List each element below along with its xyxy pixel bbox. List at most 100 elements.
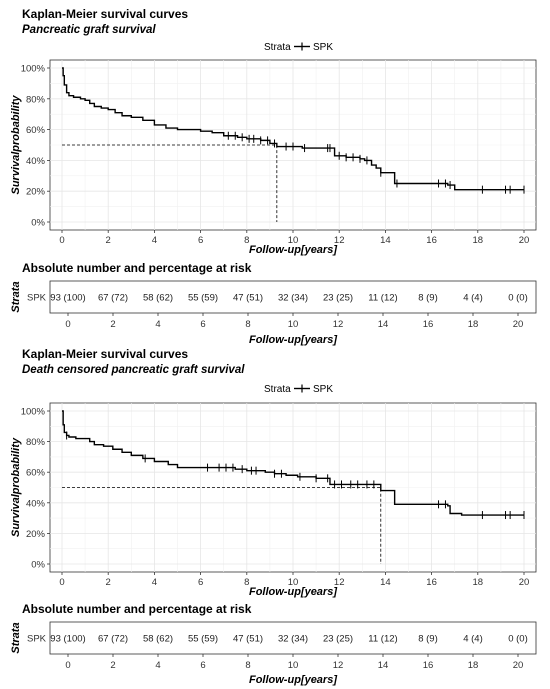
risk-cell: 32 (34) [278, 634, 308, 645]
risk-x-tick-label: 2 [110, 660, 115, 671]
risk-table: Absolute number and percentage at risk SP… [10, 261, 537, 346]
x-axis-label: Follow-up[years] [249, 244, 337, 256]
y-tick-label: 40% [26, 156, 46, 167]
x-tick-label: 14 [380, 235, 391, 246]
y-tick-label: 60% [26, 468, 46, 479]
km-panel-2: Kaplan-Meier survival curves Death censor… [10, 347, 537, 686]
x-tick-label: 20 [519, 577, 530, 588]
x-tick-label: 6 [198, 235, 203, 246]
risk-cell: 8 (9) [418, 293, 438, 304]
legend-entry-spk: SPK [313, 42, 333, 53]
x-axis-label: Follow-up[years] [249, 586, 337, 598]
risk-row-label: SPK [27, 634, 47, 645]
risk-x-tick-label: 0 [65, 660, 70, 671]
x-tick-label: 0 [59, 577, 64, 588]
legend: Strata SPK [264, 42, 333, 53]
survival-curve-spk [62, 67, 524, 191]
risk-cell: 55 (59) [188, 634, 218, 645]
y-tick-label: 40% [26, 498, 46, 509]
risk-x-tick-label: 20 [513, 660, 524, 671]
median-reference-line [62, 144, 278, 222]
risk-x-tick-label: 8 [245, 660, 250, 671]
y-tick-label: 0% [31, 560, 45, 571]
x-tick-label: 18 [473, 235, 484, 246]
legend-entry-spk: SPK [313, 384, 333, 395]
y-tick-label: 80% [26, 437, 46, 448]
risk-cell: 23 (25) [323, 634, 353, 645]
risk-x-tick-label: 20 [513, 319, 524, 330]
chart-title: Kaplan-Meier survival curves [22, 347, 188, 361]
risk-cell: 0 (0) [508, 634, 528, 645]
risk-cell: 58 (62) [143, 293, 173, 304]
risk-cell: 47 (51) [233, 293, 263, 304]
risk-cell: 0 (0) [508, 293, 528, 304]
x-tick-label: 12 [334, 577, 345, 588]
risk-x-tick-label: 18 [468, 660, 479, 671]
risk-x-tick-label: 12 [333, 319, 344, 330]
y-tick-label: 20% [26, 529, 46, 540]
risk-cell: 11 (12) [368, 293, 397, 304]
x-tick-label: 16 [426, 235, 437, 246]
risk-cell: 93 (100) [50, 293, 85, 304]
risk-x-tick-label: 12 [333, 660, 344, 671]
risk-cell: 67 (72) [98, 293, 128, 304]
legend: Strata SPK [264, 384, 333, 395]
x-tick-label: 4 [152, 235, 157, 246]
risk-cell: 93 (100) [50, 634, 85, 645]
survival-curve-spk [62, 410, 524, 516]
risk-cell: 47 (51) [233, 634, 263, 645]
chart-title: Kaplan-Meier survival curves [22, 7, 188, 21]
y-tick-label: 0% [31, 218, 45, 229]
risk-x-tick-label: 10 [288, 319, 299, 330]
x-tick-label: 18 [473, 577, 484, 588]
y-tick-label: 60% [26, 125, 46, 136]
risk-cell: 32 (34) [278, 293, 308, 304]
y-tick-label: 100% [21, 407, 46, 418]
y-axis-label: Survivalprobability [10, 437, 22, 537]
risk-y-axis-label: Strata [10, 281, 22, 312]
risk-x-tick-label: 4 [155, 660, 160, 671]
risk-x-tick-label: 16 [423, 319, 434, 330]
risk-x-tick-label: 14 [378, 319, 389, 330]
risk-x-axis-label: Follow-up[years] [249, 674, 337, 686]
risk-x-tick-label: 6 [200, 660, 205, 671]
legend-title: Strata [264, 384, 291, 395]
risk-table-title: Absolute number and percentage at risk [22, 602, 252, 616]
x-tick-label: 14 [380, 577, 391, 588]
x-tick-label: 0 [59, 235, 64, 246]
y-axis-label: Survivalprobability [10, 95, 22, 195]
risk-x-tick-label: 2 [110, 319, 115, 330]
x-tick-label: 8 [244, 235, 249, 246]
risk-x-tick-label: 4 [155, 319, 160, 330]
x-tick-label: 20 [519, 235, 530, 246]
risk-cell: 67 (72) [98, 634, 128, 645]
risk-cell: 23 (25) [323, 293, 353, 304]
risk-table: Absolute number and percentage at risk SP… [10, 602, 537, 686]
x-tick-label: 16 [426, 577, 437, 588]
risk-cell: 8 (9) [418, 634, 438, 645]
plot-area: 0 2 4 6 8 10 12 14 16 18 20 0% 20% 40% 60% 80% 100% [21, 59, 537, 246]
x-tick-label: 6 [198, 577, 203, 588]
y-tick-label: 20% [26, 187, 46, 198]
risk-cell: 4 (4) [463, 293, 483, 304]
risk-x-axis-label: Follow-up[years] [249, 334, 337, 346]
x-tick-label: 8 [244, 577, 249, 588]
legend-title: Strata [264, 42, 291, 53]
risk-x-tick-label: 18 [468, 319, 479, 330]
risk-x-tick-label: 6 [200, 319, 205, 330]
y-tick-label: 80% [26, 94, 46, 105]
median-reference-line [62, 487, 382, 564]
y-tick-label: 100% [21, 64, 46, 75]
km-panel-1: Kaplan-Meier survival curves Pancreatic g… [10, 7, 537, 346]
risk-x-tick-label: 8 [245, 319, 250, 330]
x-tick-label: 4 [152, 577, 157, 588]
risk-cell: 58 (62) [143, 634, 173, 645]
risk-cell: 11 (12) [368, 634, 397, 645]
chart-subtitle: Death censored pancreatic graft survival [22, 364, 245, 376]
plot-area: 0 2 4 6 8 10 12 14 16 18 20 0% 20% 40% 60% 80% 100% [21, 402, 537, 588]
x-tick-label: 12 [334, 235, 345, 246]
risk-x-tick-label: 14 [378, 660, 389, 671]
risk-table-panel [49, 280, 537, 314]
x-tick-label: 10 [288, 577, 299, 588]
